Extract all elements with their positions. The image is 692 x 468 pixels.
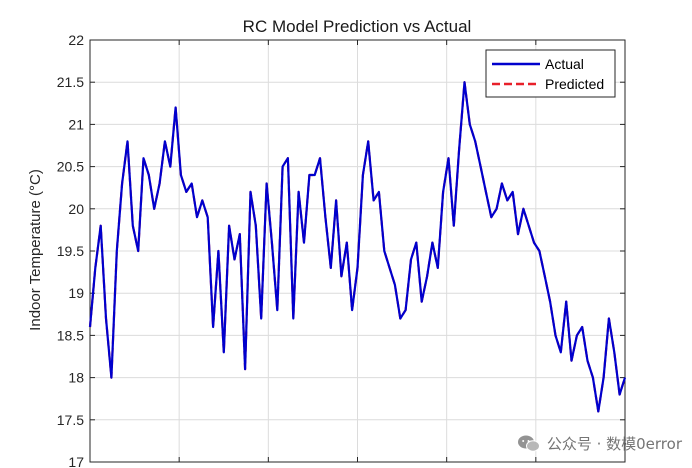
- series-line-actual: [88, 81, 627, 413]
- axis-ticks: 17 17.5 18 18.5 19 19.5 20 20.5 21 21.5 22: [57, 32, 625, 468]
- series-lines: [88, 81, 627, 413]
- y-tick-label: 19: [68, 285, 84, 301]
- y-tick-label: 17.5: [57, 412, 84, 428]
- y-tick-label: 20: [68, 201, 84, 217]
- chart-title: RC Model Prediction vs Actual: [243, 17, 472, 36]
- y-tick-label: 18: [68, 370, 84, 386]
- wechat-icon: [517, 435, 540, 452]
- y-tick-label: 19.5: [57, 243, 84, 259]
- y-axis-label: Indoor Temperature (°C): [27, 169, 44, 331]
- legend-box: [485, 49, 616, 98]
- watermark-text: 公众号 · 数模0error: [546, 435, 682, 453]
- y-tick-label: 17: [68, 454, 84, 468]
- y-tick-label: 22: [68, 32, 84, 48]
- y-tick-label: 21: [68, 116, 84, 132]
- legend-label-actual: Actual: [545, 56, 584, 72]
- y-tick-label: 21.5: [57, 74, 84, 90]
- y-tick-label: 20.5: [57, 159, 84, 175]
- y-tick-label: 18.5: [57, 327, 84, 343]
- legend[interactable]: Actual Predicted: [485, 49, 616, 98]
- legend-label-predicted: Predicted: [545, 76, 604, 92]
- watermark: 公众号 · 数模0error: [517, 433, 682, 454]
